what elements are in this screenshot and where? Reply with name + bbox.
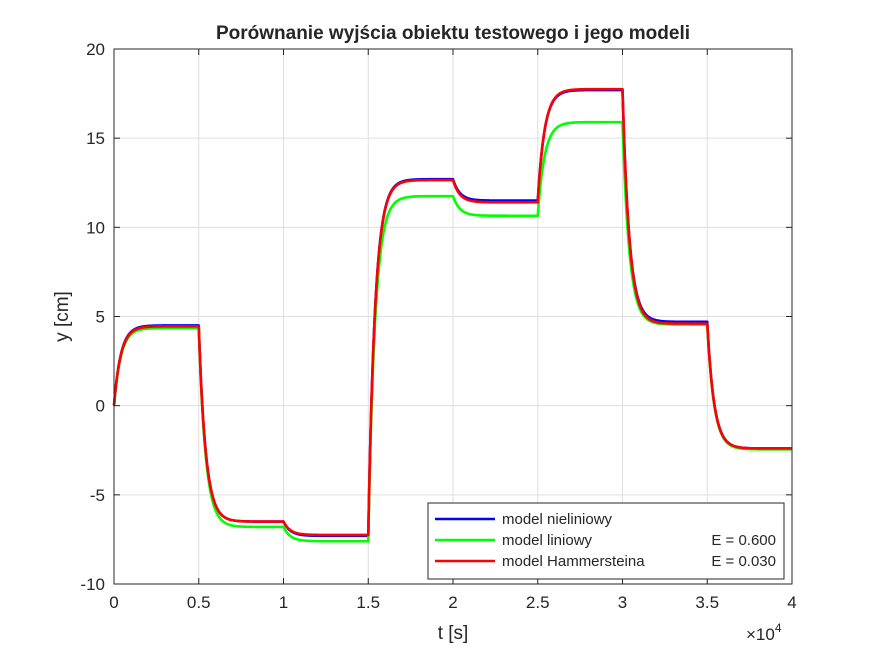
legend-error-label: E = 0.030 — [711, 553, 776, 570]
x-axis-exponent: ×104 — [746, 621, 782, 644]
x-tick-label: 1 — [279, 593, 288, 612]
series-line-model-hammersteina — [112, 87, 793, 537]
y-tick-label: 20 — [86, 40, 105, 59]
grid — [113, 48, 793, 585]
legend-label: model nieliniowy — [502, 511, 613, 528]
x-axis-exponent-power: 4 — [775, 621, 782, 635]
x-tick-label: 3.5 — [695, 593, 719, 612]
y-tick-label: 15 — [86, 129, 105, 148]
series-lines — [112, 87, 793, 543]
y-axis-label: y [cm] — [52, 291, 73, 342]
chart-title: Porównanie wyjścia obiektu testowego i j… — [216, 23, 690, 44]
x-axis-label: t [s] — [438, 623, 469, 644]
legend-label: model Hammersteina — [502, 553, 645, 570]
x-tick-label: 2.5 — [526, 593, 550, 612]
x-tick-label: 4 — [787, 593, 796, 612]
y-tick-label: -10 — [80, 575, 105, 594]
x-tick-label: 2 — [448, 593, 457, 612]
x-axis-exponent-base: ×10 — [746, 625, 775, 644]
legend: model nieliniowy model liniowy E = 0.600 mo… — [427, 502, 785, 580]
axis-ticks: 0 0.5 1 1.5 2 2.5 3 3.5 4 -10 -5 0 5 10 15 20 — [80, 40, 796, 612]
x-tick-label: 0.5 — [187, 593, 211, 612]
legend-error-label: E = 0.600 — [711, 532, 776, 549]
x-tick-label: 1.5 — [356, 593, 380, 612]
y-tick-label: 5 — [96, 308, 105, 327]
legend-label: model liniowy — [502, 532, 593, 549]
x-tick-label: 3 — [618, 593, 627, 612]
y-tick-label: 0 — [96, 397, 105, 416]
y-tick-label: -5 — [90, 486, 105, 505]
y-tick-label: 10 — [86, 218, 105, 237]
x-tick-label: 0 — [109, 593, 118, 612]
